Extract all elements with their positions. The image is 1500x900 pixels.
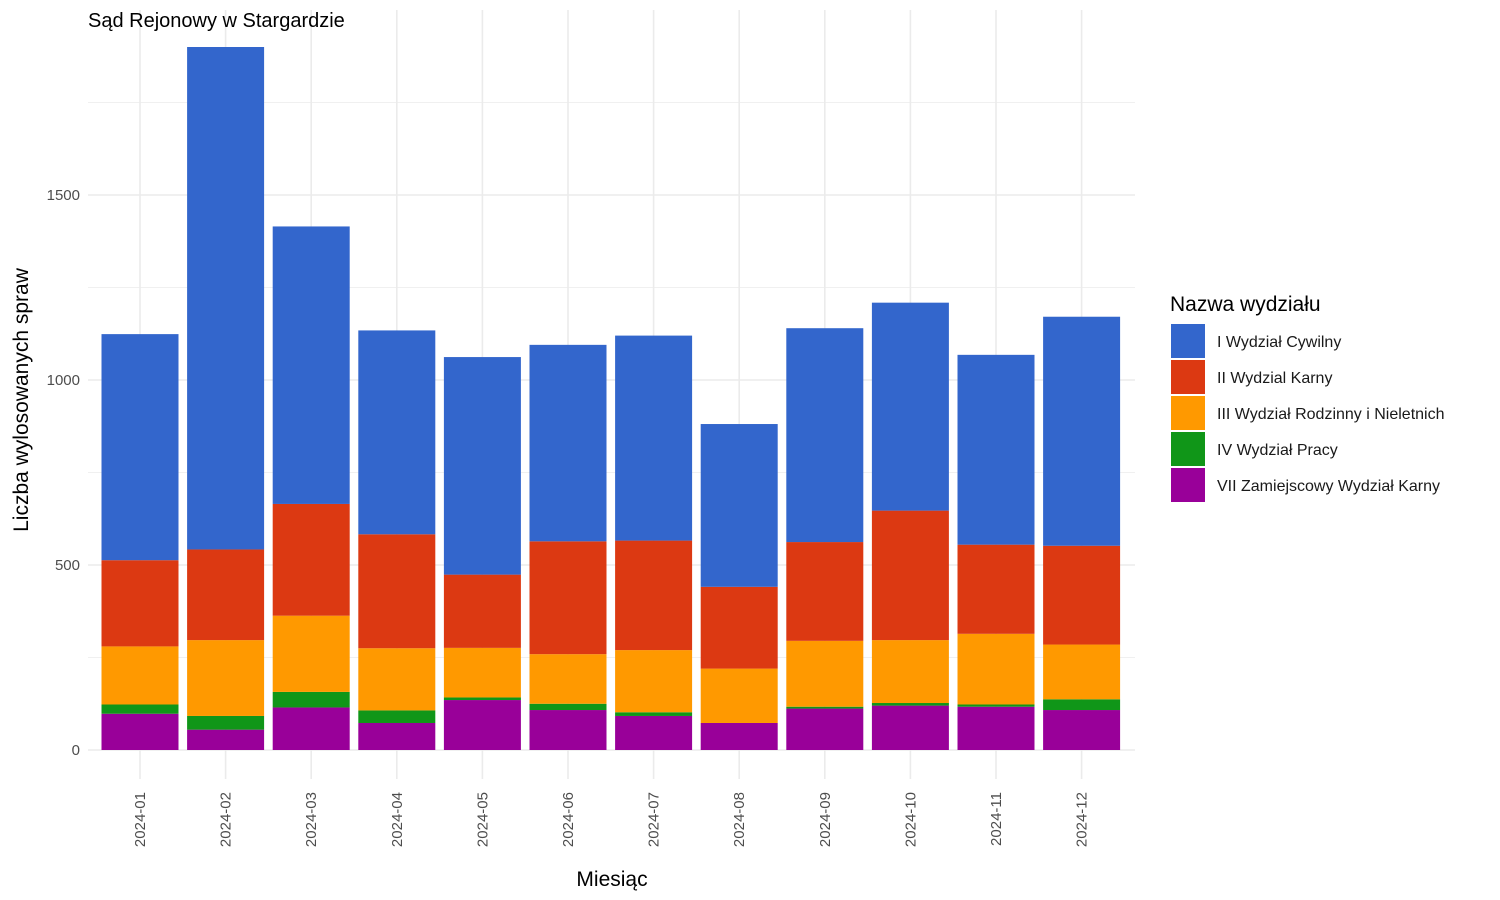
legend-label: VII Zamiejscowy Wydział Karny — [1217, 478, 1440, 495]
x-tick-label: 2024-11 — [988, 792, 1005, 846]
bars — [101, 47, 1121, 750]
y-axis-title: Liczba wylosowanych spraw — [10, 267, 33, 532]
bar-segment — [101, 646, 179, 705]
bar-segment — [1043, 699, 1121, 711]
x-tick-label: 2024-02 — [218, 792, 235, 847]
legend-swatch — [1171, 360, 1205, 394]
bar-segment — [272, 691, 350, 708]
bar-segment — [1043, 644, 1121, 700]
bar-segment — [272, 226, 350, 504]
bar-segment — [786, 640, 864, 707]
x-tick-label: 2024-04 — [389, 792, 406, 847]
x-tick-label: 2024-12 — [1074, 792, 1091, 847]
bar-segment — [358, 722, 436, 750]
y-tick-label: 1500 — [47, 187, 80, 204]
bar-segment — [615, 712, 693, 716]
bar-segment — [871, 703, 949, 706]
x-tick-label: 2024-03 — [303, 792, 320, 847]
bar-segment — [101, 704, 179, 714]
bar-segment — [187, 549, 265, 641]
y-tick-label: 0 — [72, 742, 80, 759]
legend-label: I Wydział Cywilny — [1217, 334, 1341, 351]
bar-segment — [957, 706, 1035, 750]
bar-segment — [358, 710, 436, 723]
legend-swatch — [1171, 432, 1205, 466]
y-axis: 0 500 1000 1500 — [47, 187, 80, 759]
x-axis-title: Miesiąc — [576, 868, 647, 891]
x-tick-label: 2024-10 — [902, 792, 919, 847]
bar-segment — [443, 357, 521, 575]
bar-segment — [187, 640, 265, 716]
bar-segment — [615, 540, 693, 651]
chart-title: Sąd Rejonowy w Stargardzie — [88, 10, 345, 32]
bar-segment — [529, 541, 607, 655]
x-tick-label: 2024-09 — [817, 792, 834, 847]
x-tick-label: 2024-06 — [560, 792, 577, 847]
x-tick-label: 2024-05 — [474, 792, 491, 847]
bar-segment — [358, 534, 436, 649]
bar-segment — [443, 697, 521, 701]
bar-segment — [443, 647, 521, 698]
bar-segment — [1043, 316, 1121, 546]
bar-segment — [700, 668, 778, 723]
y-tick-label: 1000 — [47, 372, 80, 389]
legend-swatch — [1171, 396, 1205, 430]
bar-segment — [358, 648, 436, 711]
bar-segment — [358, 330, 436, 535]
legend: Nazwa wydziału I Wydział Cywilny II Wydzi… — [1170, 293, 1445, 502]
bar-segment — [615, 650, 693, 713]
bar-segment — [1043, 710, 1121, 750]
bar-segment — [871, 705, 949, 750]
bar-segment — [700, 424, 778, 587]
bar-segment — [272, 707, 350, 750]
bar-segment — [101, 713, 179, 750]
legend-label: III Wydział Rodzinny i Nieletnich — [1217, 406, 1445, 423]
bar-segment — [700, 722, 778, 750]
bar-segment — [272, 503, 350, 616]
bar-segment — [1043, 545, 1121, 645]
legend-title: Nazwa wydziału — [1170, 293, 1321, 316]
bar-segment — [957, 544, 1035, 634]
bar-segment — [529, 703, 607, 711]
bar-segment — [615, 335, 693, 541]
legend-swatch — [1171, 468, 1205, 502]
bar-segment — [786, 542, 864, 641]
x-tick-label: 2024-01 — [132, 792, 149, 847]
legend-label: IV Wydział Pracy — [1217, 442, 1338, 459]
bar-segment — [529, 654, 607, 704]
x-tick-label: 2024-08 — [731, 792, 748, 847]
x-axis: 2024-01 2024-02 2024-03 2024-04 2024-05 2024-… — [132, 792, 1091, 847]
bar-segment — [786, 328, 864, 543]
x-tick-label: 2024-07 — [646, 792, 663, 847]
bar-segment — [871, 640, 949, 704]
bar-segment — [786, 706, 864, 709]
bar-segment — [187, 715, 265, 730]
bar-segment — [101, 334, 179, 561]
bar-segment — [957, 633, 1035, 705]
bar-segment — [443, 574, 521, 648]
legend-swatch — [1171, 324, 1205, 358]
bar-segment — [187, 47, 265, 550]
bar-segment — [871, 510, 949, 641]
bar-segment — [272, 615, 350, 692]
bar-segment — [529, 344, 607, 542]
bar-segment — [786, 708, 864, 750]
bar-segment — [700, 586, 778, 669]
bar-segment — [529, 710, 607, 750]
bar-segment — [615, 715, 693, 750]
bar-segment — [871, 302, 949, 511]
bar-segment — [443, 700, 521, 750]
y-tick-label: 500 — [55, 557, 80, 574]
bar-segment — [101, 560, 179, 647]
legend-label: II Wydzial Karny — [1217, 370, 1332, 387]
bar-segment — [957, 354, 1035, 545]
bar-segment — [957, 704, 1035, 707]
bar-segment — [187, 729, 265, 750]
